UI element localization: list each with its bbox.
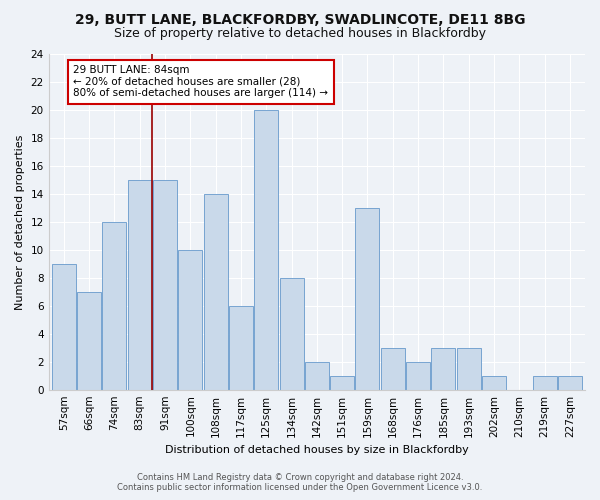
Bar	[77, 292, 101, 390]
Bar	[103, 222, 127, 390]
Bar	[229, 306, 253, 390]
Bar	[330, 376, 354, 390]
Bar	[431, 348, 455, 390]
X-axis label: Distribution of detached houses by size in Blackfordby: Distribution of detached houses by size …	[165, 445, 469, 455]
Y-axis label: Number of detached properties: Number of detached properties	[15, 134, 25, 310]
Bar	[153, 180, 177, 390]
Text: 29 BUTT LANE: 84sqm
← 20% of detached houses are smaller (28)
80% of semi-detach: 29 BUTT LANE: 84sqm ← 20% of detached ho…	[73, 65, 328, 98]
Bar	[482, 376, 506, 390]
Bar	[406, 362, 430, 390]
Bar	[381, 348, 405, 390]
Bar	[128, 180, 152, 390]
Bar	[280, 278, 304, 390]
Bar	[558, 376, 582, 390]
Bar	[178, 250, 202, 390]
Bar	[52, 264, 76, 390]
Text: Size of property relative to detached houses in Blackfordby: Size of property relative to detached ho…	[114, 28, 486, 40]
Bar	[457, 348, 481, 390]
Bar	[254, 110, 278, 390]
Bar	[355, 208, 379, 390]
Text: Contains HM Land Registry data © Crown copyright and database right 2024.
Contai: Contains HM Land Registry data © Crown c…	[118, 473, 482, 492]
Text: 29, BUTT LANE, BLACKFORDBY, SWADLINCOTE, DE11 8BG: 29, BUTT LANE, BLACKFORDBY, SWADLINCOTE,…	[75, 12, 525, 26]
Bar	[305, 362, 329, 390]
Bar	[203, 194, 227, 390]
Bar	[533, 376, 557, 390]
